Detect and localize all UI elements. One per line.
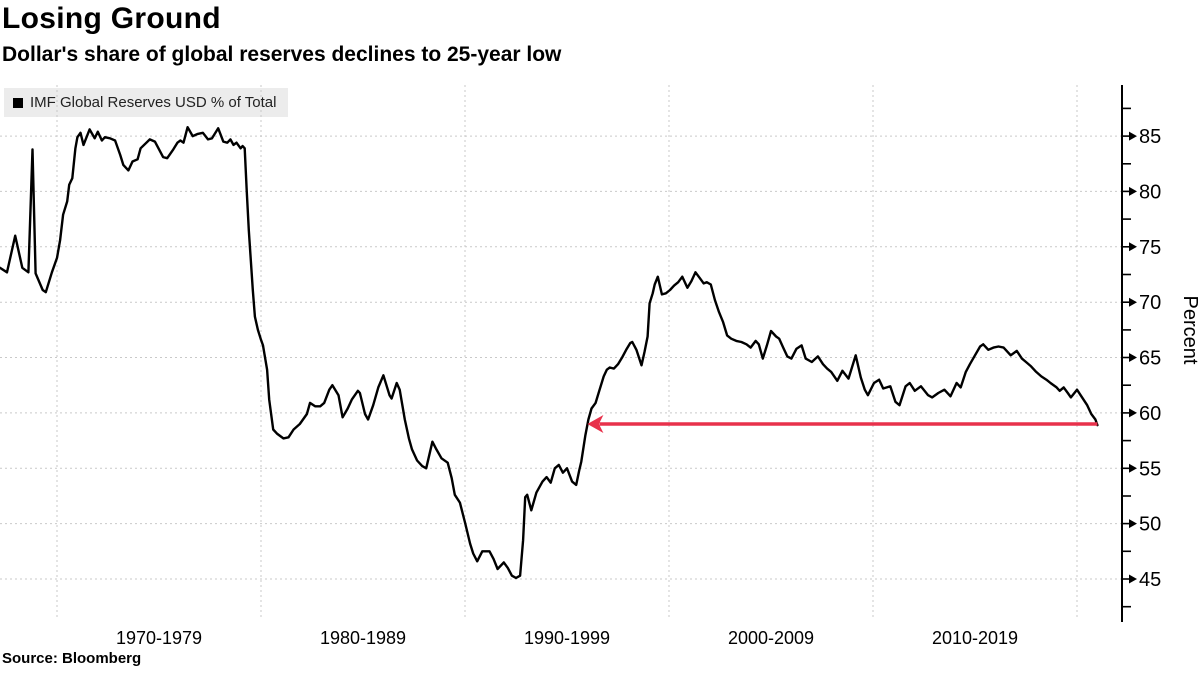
y-axis-tick-label: 45 <box>1139 569 1161 591</box>
y-axis-tick-arrow-icon <box>1129 463 1137 473</box>
trend-arrow-head-icon <box>587 415 604 433</box>
legend: IMF Global Reserves USD % of Total <box>4 88 289 117</box>
y-axis-tick-arrow-icon <box>1129 242 1137 252</box>
y-axis-tick-label: 50 <box>1139 514 1161 536</box>
y-axis-tick-label: 75 <box>1139 237 1161 259</box>
y-axis-title: Percent <box>1179 296 1200 365</box>
y-axis-tick-arrow-icon <box>1129 574 1137 584</box>
y-axis-tick-label: 55 <box>1139 458 1161 480</box>
page-subtitle: Dollar's share of global reserves declin… <box>2 43 562 66</box>
legend-label: IMF Global Reserves USD % of Total <box>30 94 277 111</box>
y-axis-tick-label: 80 <box>1139 181 1161 203</box>
y-axis-tick-arrow-icon <box>1129 186 1137 196</box>
data-line <box>0 125 1099 580</box>
y-axis-tick-arrow-icon <box>1129 519 1137 529</box>
y-axis-tick-arrow-icon <box>1129 353 1137 362</box>
y-axis-tick-label: 60 <box>1139 403 1161 425</box>
x-axis-label: 1980-1989 <box>320 628 406 648</box>
y-axis-tick-arrow-icon <box>1129 297 1137 307</box>
x-axis-label: 2010-2019 <box>932 628 1018 648</box>
y-axis-tick-label: 65 <box>1139 348 1161 370</box>
x-axis-label: 2000-2009 <box>728 628 814 648</box>
page-title: Losing Ground <box>2 2 221 35</box>
y-axis-tick-label: 85 <box>1139 126 1161 148</box>
y-axis-tick-label: 70 <box>1139 292 1161 314</box>
legend-swatch-icon <box>13 97 23 108</box>
x-axis-label: 1970-1979 <box>116 628 202 648</box>
y-axis-tick-arrow-icon <box>1129 408 1137 418</box>
y-axis-tick-arrow-icon <box>1129 131 1137 141</box>
x-axis-label: 1990-1999 <box>524 628 610 648</box>
source-label: Source: Bloomberg <box>2 650 142 667</box>
